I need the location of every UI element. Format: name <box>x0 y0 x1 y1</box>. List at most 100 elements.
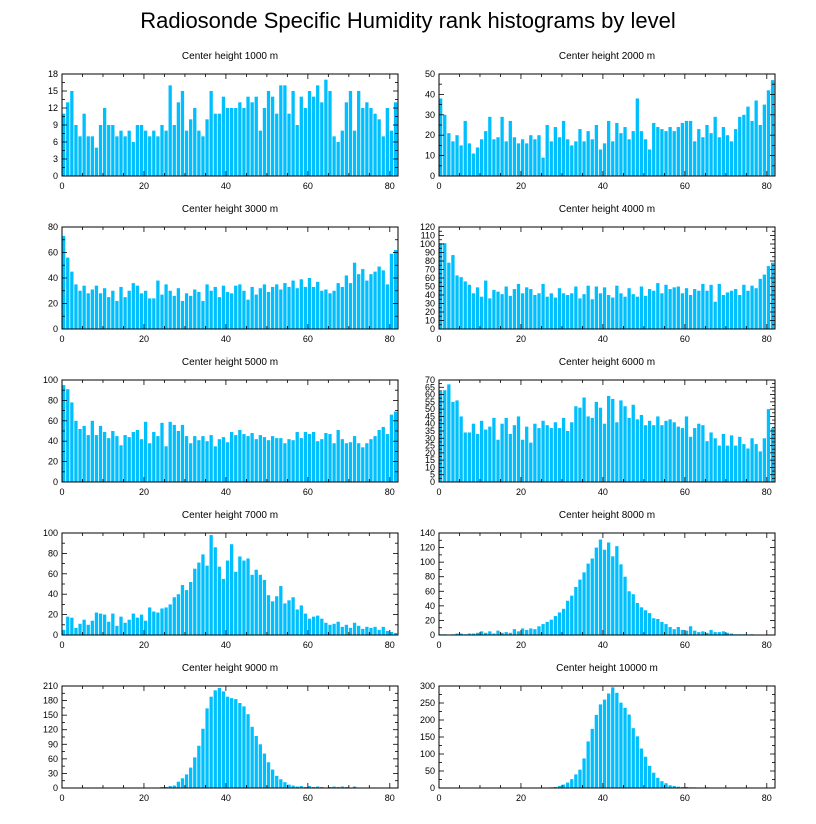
histogram-bar <box>184 130 189 176</box>
histogram-bar <box>561 784 566 788</box>
histogram-bar <box>357 625 361 635</box>
histogram-bar <box>217 439 222 482</box>
x-tick-label: 0 <box>436 334 441 344</box>
y-tick-label: 45 <box>425 411 435 421</box>
histogram-bar <box>672 422 676 482</box>
histogram-bar <box>680 428 685 482</box>
histogram-bar <box>693 141 697 176</box>
histogram-bar <box>119 130 123 176</box>
histogram-bar <box>295 786 299 788</box>
histogram-bar <box>492 289 496 329</box>
histogram-bar <box>82 425 86 482</box>
y-tick-label: 100 <box>43 375 58 385</box>
histogram-bar <box>94 612 99 635</box>
histogram-bar <box>115 436 119 482</box>
histogram-bar <box>738 295 742 329</box>
histogram-bar <box>385 108 390 176</box>
histogram-bar <box>348 91 353 176</box>
histogram-bar <box>525 143 529 176</box>
histogram-bar <box>168 786 172 788</box>
histogram-bar <box>160 608 164 635</box>
histogram-bar <box>701 631 705 635</box>
y-tick-label: 50 <box>425 282 435 292</box>
histogram-bar <box>508 295 512 329</box>
histogram-bar <box>717 445 721 482</box>
histogram-bar <box>307 786 312 788</box>
histogram-bar <box>639 607 644 635</box>
histogram-bar <box>98 425 103 482</box>
y-tick-label: 110 <box>421 231 435 241</box>
y-tick-label: 40 <box>48 589 58 599</box>
histogram-bar <box>176 431 181 482</box>
histogram-bar <box>258 744 262 788</box>
histogram-bar <box>525 629 529 635</box>
histogram-bar <box>131 142 135 176</box>
histogram-bar <box>590 139 594 176</box>
histogram-bar <box>443 243 447 329</box>
y-tick-label: 80 <box>48 222 58 232</box>
histogram-bar <box>193 289 197 329</box>
histogram-bar <box>127 290 131 329</box>
histogram-bar <box>393 632 398 635</box>
histogram-bar <box>352 262 357 329</box>
y-tick-label: 250 <box>420 698 435 708</box>
y-tick-label: 90 <box>425 248 435 258</box>
histogram-bar <box>721 631 726 635</box>
histogram-bar <box>701 425 705 482</box>
histogram-bar <box>176 102 181 176</box>
histogram-bar <box>582 397 586 482</box>
x-tick-label: 80 <box>385 181 395 191</box>
histogram-bar <box>553 297 558 329</box>
histogram-bar <box>639 748 644 788</box>
histogram-bar <box>115 136 119 176</box>
histogram-bar <box>758 278 762 329</box>
histogram-bar <box>209 290 213 329</box>
histogram-bar <box>78 290 82 329</box>
histogram-bar <box>479 139 484 176</box>
histogram-bar <box>213 113 217 176</box>
histogram-bar <box>729 290 734 329</box>
histogram-bar <box>627 591 631 635</box>
x-tick-label: 80 <box>762 487 772 497</box>
histogram-bar <box>258 435 262 482</box>
histogram-bar <box>328 293 332 329</box>
histogram-bar <box>660 781 664 788</box>
histogram-bar <box>705 125 709 176</box>
histogram-bar <box>467 432 471 482</box>
histogram-bar <box>443 390 447 482</box>
y-tick-label: 120 <box>420 222 435 232</box>
histogram-bar <box>594 714 599 788</box>
histogram-bar <box>594 401 599 482</box>
y-tick-label: 65 <box>425 382 435 392</box>
histogram-bar <box>582 141 586 176</box>
histogram-bar <box>270 96 275 176</box>
panel-title: Center height 4000 m <box>559 204 655 215</box>
histogram-bar <box>275 596 279 635</box>
histogram-bar <box>566 295 570 329</box>
histogram-bar <box>164 607 168 635</box>
histogram-bar <box>500 423 504 482</box>
histogram-bar <box>270 436 275 482</box>
histogram-bar <box>668 289 672 329</box>
y-tick-label: 20 <box>425 307 435 317</box>
y-tick-label: 80 <box>48 548 58 558</box>
histogram-bar <box>107 621 111 635</box>
histogram-bar <box>656 618 660 635</box>
histogram-bar <box>512 289 517 329</box>
histogram-bar <box>533 295 537 329</box>
histogram-bar <box>578 579 582 635</box>
histogram-bar <box>361 108 365 176</box>
histogram-bar <box>676 127 680 176</box>
histogram-bar <box>148 607 152 635</box>
histogram-bar <box>611 687 615 788</box>
histogram-bar <box>541 283 545 329</box>
y-tick-label: 60 <box>48 569 58 579</box>
histogram-bar <box>541 420 545 482</box>
histogram-bar <box>70 402 74 482</box>
histogram-bar <box>684 288 689 329</box>
histogram-bar <box>357 274 361 329</box>
histogram-bar <box>201 554 205 635</box>
x-tick-label: 0 <box>436 181 441 191</box>
histogram-bar <box>451 141 455 176</box>
histogram-bar <box>717 137 721 176</box>
